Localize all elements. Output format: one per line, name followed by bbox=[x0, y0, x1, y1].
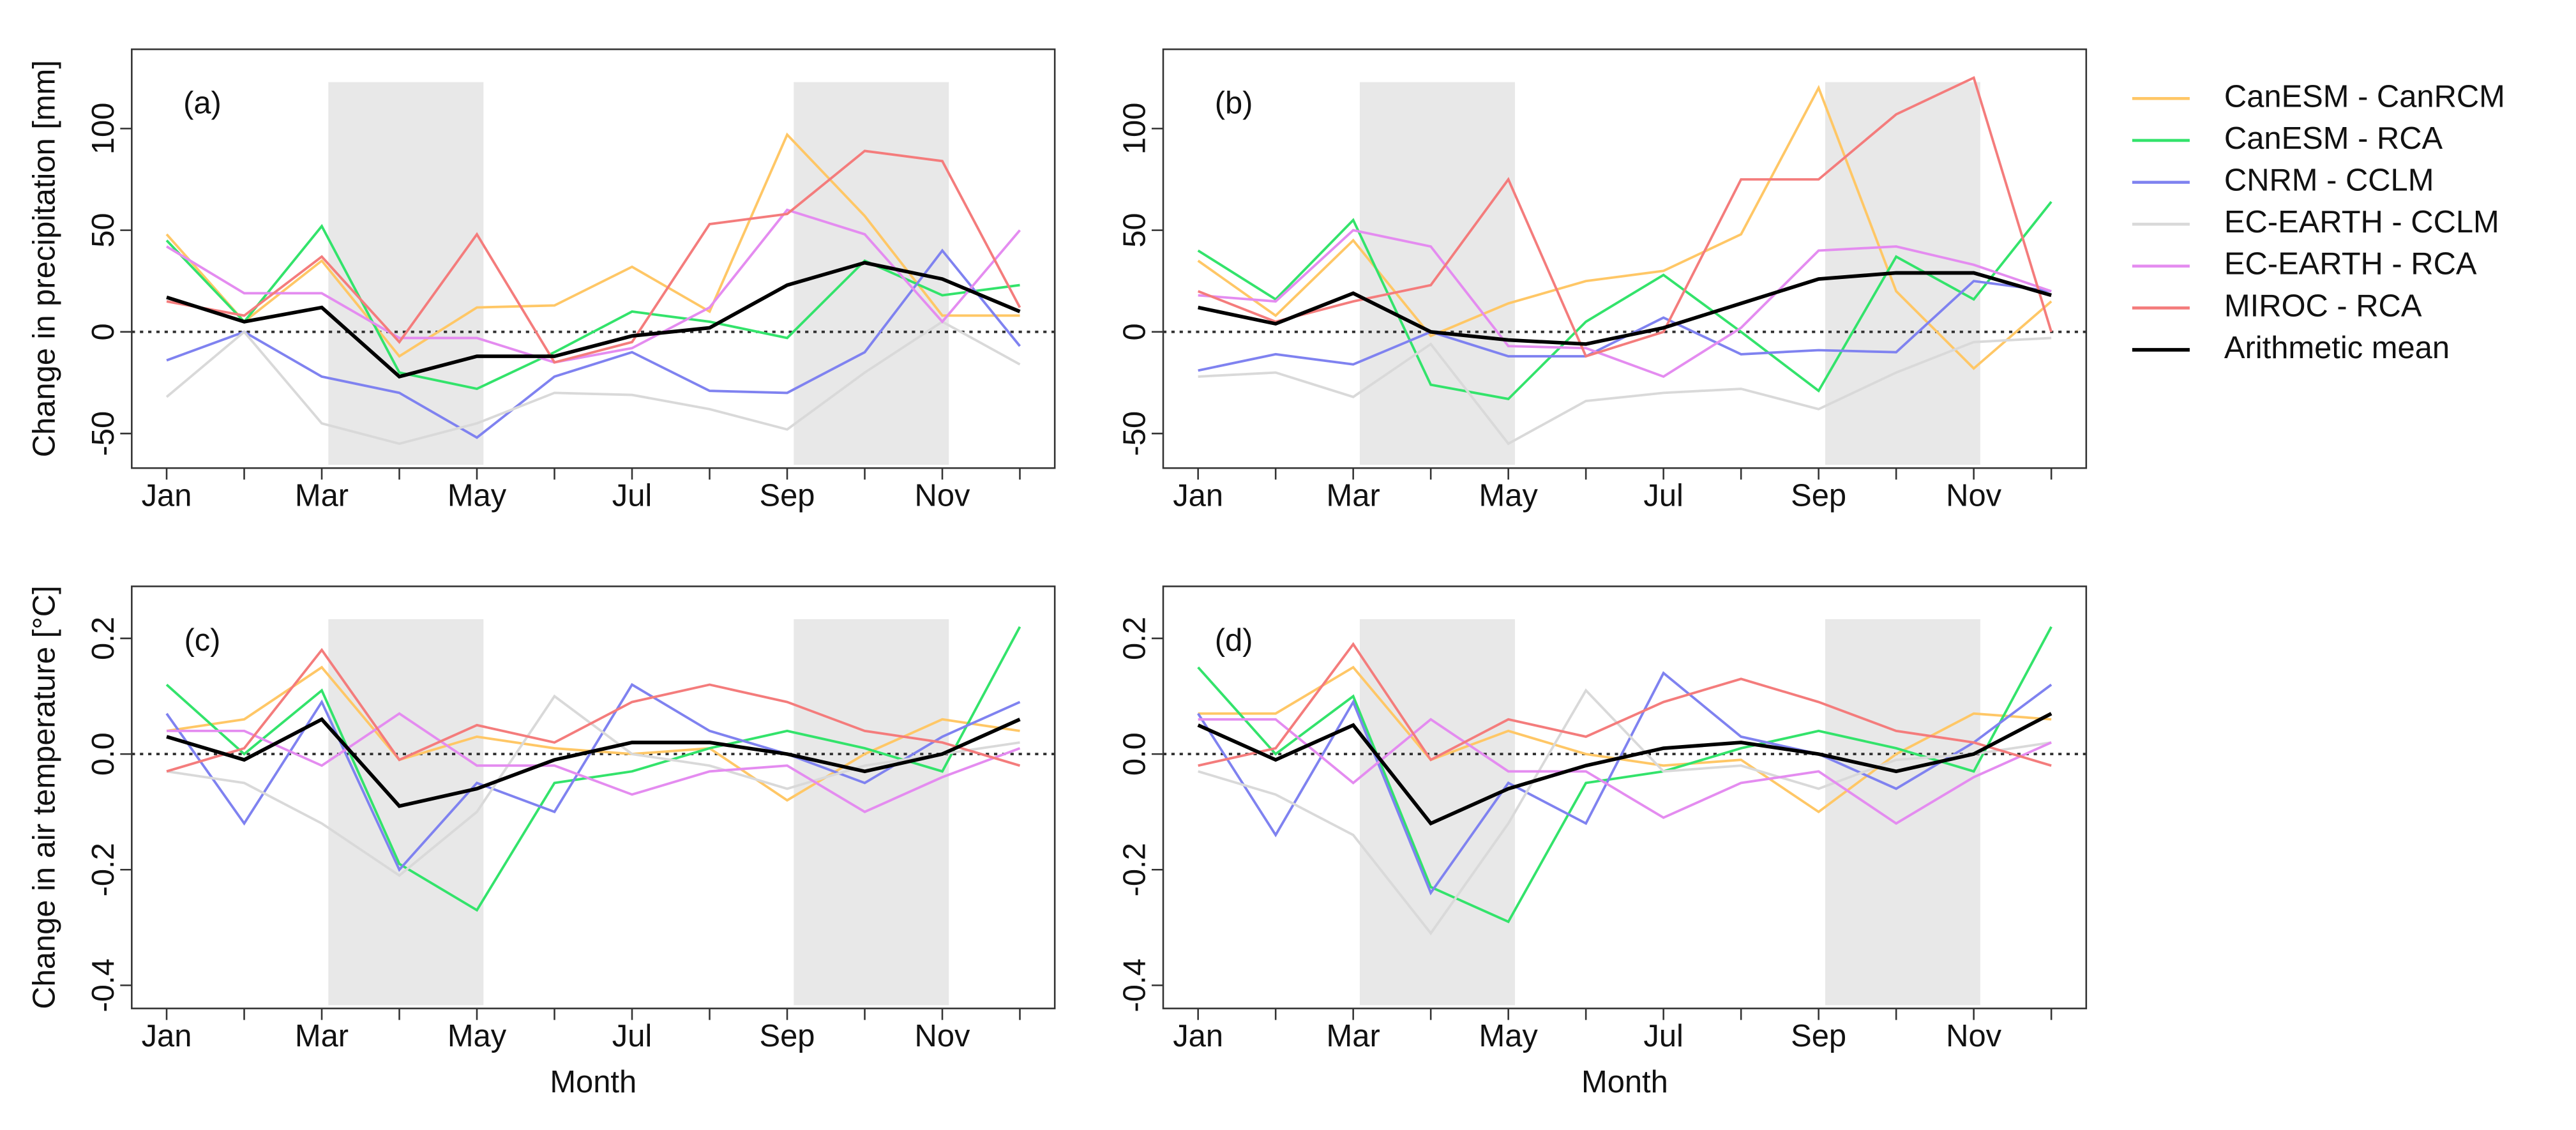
series-line bbox=[1197, 85, 2053, 370]
series-line bbox=[1198, 718, 2052, 825]
y-tick-label: 50 bbox=[1118, 213, 1152, 247]
series-line bbox=[166, 149, 1021, 364]
plot-frame bbox=[131, 585, 1056, 1009]
series-line bbox=[167, 712, 1021, 813]
x-tick-label: Jan bbox=[142, 1019, 192, 1053]
plot-frame bbox=[1162, 48, 2088, 469]
x-tick-label: Jan bbox=[1173, 1019, 1223, 1053]
series-line bbox=[165, 320, 1021, 445]
x-tick-label: Nov bbox=[915, 478, 970, 513]
x-tick-label: Sep bbox=[1791, 478, 1846, 513]
y-tick-label: 100 bbox=[86, 103, 121, 155]
series-line bbox=[166, 248, 1021, 439]
x-tick-label: May bbox=[1479, 1019, 1538, 1053]
y-tick-label: -50 bbox=[1118, 411, 1152, 456]
series-line bbox=[1197, 671, 2053, 896]
legend-label: MIROC - RCA bbox=[2224, 289, 2422, 323]
series-line bbox=[1198, 665, 2052, 814]
panel-label: (d) bbox=[1215, 623, 1253, 658]
season-shade bbox=[1359, 82, 1515, 465]
series-line bbox=[166, 208, 1021, 364]
y-tick-label: -50 bbox=[86, 411, 121, 456]
legend-label: CanESM - CanRCM bbox=[2224, 79, 2505, 114]
y-tick-label: 0.2 bbox=[86, 617, 121, 660]
y-tick-label: 0 bbox=[1118, 323, 1152, 340]
series-line bbox=[166, 717, 1021, 808]
x-tick-label: Mar bbox=[1327, 478, 1380, 513]
series-line bbox=[166, 694, 1020, 877]
x-tick-label: Nov bbox=[1946, 1019, 2001, 1053]
panel-label: (c) bbox=[184, 623, 220, 658]
series-line bbox=[1198, 336, 2052, 446]
legend-label: EC-EARTH - RCA bbox=[2224, 247, 2477, 282]
series-line bbox=[1197, 712, 2053, 826]
x-tick-label: Mar bbox=[1327, 1019, 1380, 1053]
x-tick-label: Mar bbox=[295, 478, 349, 513]
y-tick-label: -0.4 bbox=[86, 958, 121, 1012]
x-tick-label: May bbox=[448, 478, 507, 513]
x-axis-label: Month bbox=[1581, 1065, 1668, 1099]
legend-label: CanESM - RCA bbox=[2224, 121, 2443, 156]
series-line bbox=[1198, 229, 2052, 379]
plot-frame bbox=[131, 48, 1056, 469]
x-tick-label: Jan bbox=[142, 478, 192, 513]
x-tick-label: Jul bbox=[612, 478, 652, 513]
series-line bbox=[1197, 76, 2053, 358]
legend-label: CNRM - CCLM bbox=[2224, 163, 2434, 197]
series-line bbox=[166, 260, 1021, 379]
x-tick-label: Jul bbox=[612, 1019, 652, 1053]
series-line bbox=[165, 132, 1020, 358]
x-tick-label: Sep bbox=[1791, 1019, 1846, 1053]
season-shade bbox=[794, 619, 949, 1006]
series-line bbox=[165, 682, 1021, 872]
y-axis-label: Change in precipitation [mm] bbox=[27, 60, 61, 457]
y-tick-label: -0.4 bbox=[1118, 958, 1152, 1012]
x-tick-label: May bbox=[448, 1019, 507, 1053]
season-shade bbox=[1825, 619, 1980, 1006]
series-line bbox=[165, 626, 1021, 912]
x-tick-label: Sep bbox=[760, 1019, 815, 1053]
series-line bbox=[1197, 200, 2053, 401]
season-shade bbox=[328, 82, 484, 465]
x-tick-label: Nov bbox=[915, 1019, 970, 1053]
series-line bbox=[1198, 642, 2052, 767]
series-line bbox=[1198, 271, 2052, 346]
x-tick-label: Nov bbox=[1946, 478, 2001, 513]
x-tick-label: Mar bbox=[295, 1019, 349, 1053]
y-tick-label: 0.0 bbox=[1118, 732, 1152, 776]
x-tick-label: Sep bbox=[760, 478, 815, 513]
legend-label: EC-EARTH - CCLM bbox=[2224, 205, 2499, 239]
x-tick-label: Jul bbox=[1643, 478, 1683, 513]
series-line bbox=[1197, 626, 2053, 924]
season-shade bbox=[328, 619, 484, 1006]
y-tick-label: 0 bbox=[86, 323, 121, 340]
x-tick-label: Jul bbox=[1643, 1019, 1683, 1053]
y-tick-label: -0.2 bbox=[1118, 843, 1152, 896]
x-tick-label: Jan bbox=[1173, 478, 1223, 513]
y-axis-label: Change in air temperature [°C] bbox=[27, 585, 61, 1009]
season-shade bbox=[1359, 619, 1515, 1006]
y-tick-label: 0.2 bbox=[1118, 617, 1152, 660]
plot-frame bbox=[1162, 585, 2088, 1009]
y-tick-label: 0.0 bbox=[86, 732, 121, 776]
y-tick-label: -0.2 bbox=[86, 843, 121, 896]
series-line bbox=[1198, 688, 2052, 936]
y-tick-label: 50 bbox=[86, 213, 121, 247]
x-tick-label: May bbox=[1479, 478, 1538, 513]
panel-label: (b) bbox=[1215, 86, 1253, 121]
panel-label: (a) bbox=[183, 86, 222, 121]
series-line bbox=[166, 647, 1021, 773]
y-tick-label: 100 bbox=[1118, 103, 1152, 155]
x-axis-label: Month bbox=[550, 1065, 636, 1099]
legend-label: Arithmetic mean bbox=[2224, 331, 2450, 365]
